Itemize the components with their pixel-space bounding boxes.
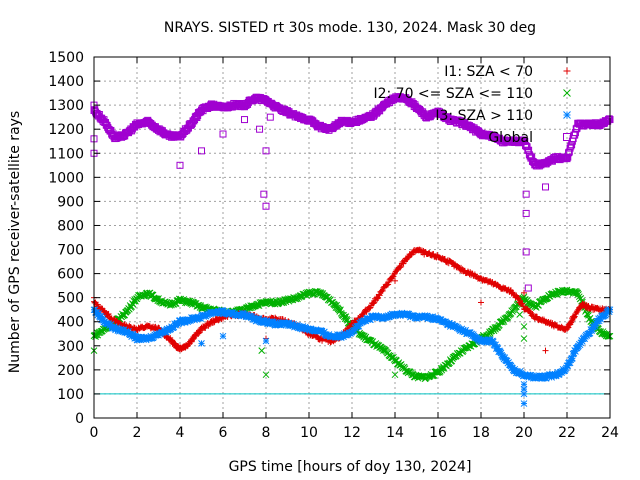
data-point bbox=[571, 129, 579, 137]
y-tick-label: 100 bbox=[57, 387, 84, 403]
x-tick-label: 8 bbox=[262, 425, 271, 441]
data-point bbox=[565, 149, 573, 157]
outlier-point bbox=[522, 209, 530, 217]
data-point bbox=[569, 354, 576, 362]
series-1 bbox=[90, 286, 614, 383]
outlier-point bbox=[176, 161, 184, 169]
outlier-point bbox=[542, 183, 549, 191]
data-point bbox=[604, 117, 612, 125]
data-point bbox=[195, 301, 203, 309]
data-point bbox=[528, 153, 536, 161]
x-axis-label: GPS time [hours of doy 130, 2024] bbox=[229, 459, 472, 475]
y-tick-label: 900 bbox=[57, 194, 84, 210]
data-layer bbox=[90, 93, 614, 407]
outlier-point bbox=[520, 400, 528, 407]
x-tick-label: 6 bbox=[219, 425, 228, 441]
data-point bbox=[133, 295, 141, 303]
y-tick-label: 1500 bbox=[48, 50, 84, 66]
outlier-point bbox=[219, 332, 227, 340]
legend-label: I2: 70 <= SZA <= 110 bbox=[373, 86, 533, 102]
outlier-point bbox=[520, 385, 528, 393]
outlier-point bbox=[198, 340, 205, 347]
data-point bbox=[335, 306, 343, 314]
outlier-point bbox=[256, 125, 264, 133]
legend-marker bbox=[563, 111, 571, 119]
outlier-point bbox=[524, 284, 532, 292]
data-point bbox=[521, 137, 529, 145]
y-tick-label: 200 bbox=[57, 363, 84, 379]
outlier-point bbox=[260, 190, 268, 198]
y-tick-label: 700 bbox=[57, 243, 84, 259]
y-tick-label: 1400 bbox=[48, 74, 84, 90]
outlier-point bbox=[266, 113, 274, 121]
series-3 bbox=[90, 93, 614, 292]
legend-label: I3: SZA > 110 bbox=[435, 108, 533, 124]
y-tick-label: 1300 bbox=[48, 98, 84, 114]
data-point bbox=[564, 153, 572, 161]
legend-label: I1: SZA < 70 bbox=[444, 64, 533, 80]
x-tick-label: 22 bbox=[558, 425, 576, 441]
outlier-point bbox=[241, 116, 248, 124]
y-tick-label: 500 bbox=[57, 291, 84, 307]
outlier-point bbox=[198, 147, 205, 155]
x-tick-label: 20 bbox=[515, 425, 533, 441]
x-tick-label: 12 bbox=[343, 425, 361, 441]
data-point bbox=[605, 115, 613, 123]
x-tick-label: 0 bbox=[90, 425, 99, 441]
x-tick-label: 16 bbox=[429, 425, 447, 441]
x-tick-label: 4 bbox=[176, 425, 185, 441]
legend-label: Global bbox=[488, 130, 533, 146]
y-tick-label: 0 bbox=[75, 411, 84, 427]
x-tick-label: 24 bbox=[601, 425, 619, 441]
data-point bbox=[93, 329, 101, 337]
y-axis-label: Number of GPS receiver-satellite rays bbox=[7, 111, 23, 373]
outlier-point bbox=[262, 202, 270, 210]
outlier-point bbox=[262, 337, 270, 345]
outlier-point bbox=[522, 190, 530, 198]
outlier-point bbox=[262, 147, 270, 155]
outlier-point bbox=[522, 248, 530, 256]
x-tick-label: 14 bbox=[386, 425, 404, 441]
x-tick-label: 10 bbox=[300, 425, 318, 441]
y-tick-label: 1200 bbox=[48, 122, 84, 138]
y-tick-label: 300 bbox=[57, 339, 84, 355]
x-tick-label: 2 bbox=[133, 425, 142, 441]
y-tick-label: 1100 bbox=[48, 146, 84, 162]
y-tick-label: 1000 bbox=[48, 170, 84, 186]
y-tick-label: 800 bbox=[57, 218, 84, 234]
outlier-point bbox=[219, 130, 227, 138]
data-point bbox=[522, 142, 530, 150]
chart-title: NRAYS. SISTED rt 30s mode. 130, 2024. Ma… bbox=[164, 20, 536, 36]
y-tick-label: 400 bbox=[57, 315, 84, 331]
x-tick-label: 18 bbox=[472, 425, 490, 441]
data-point bbox=[567, 142, 575, 150]
y-tick-label: 600 bbox=[57, 267, 84, 283]
